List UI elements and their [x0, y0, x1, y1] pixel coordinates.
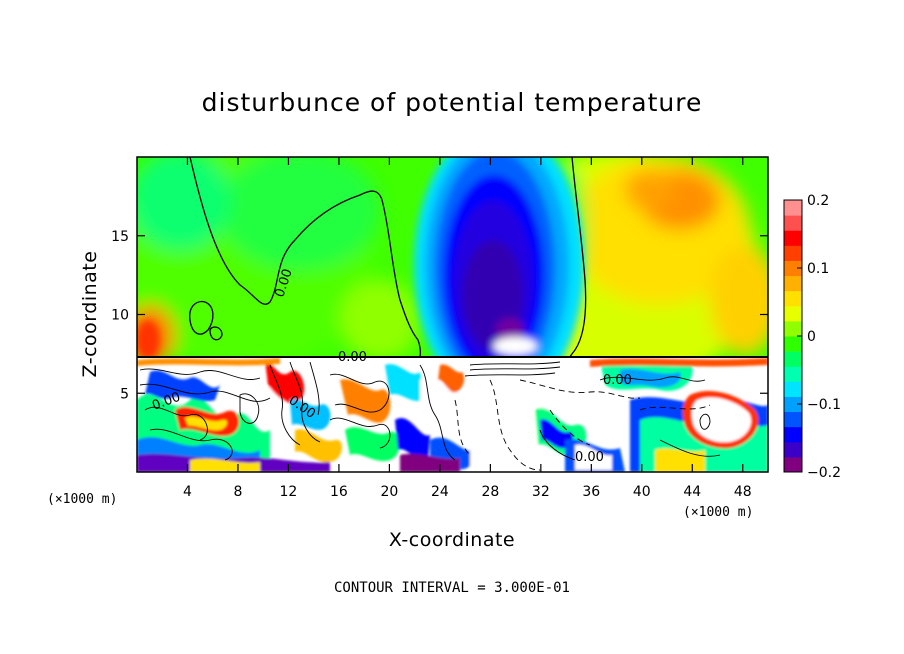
colorbar-swatch [784, 396, 802, 413]
colorbar-swatch [784, 426, 802, 443]
colorbar-tick-label: 0.1 [807, 261, 829, 277]
zero-contour-loop [189, 300, 214, 335]
x-unit-left: (×1000 m) [47, 492, 117, 507]
y-tick-label: 15 [111, 229, 129, 245]
x-tick-label: 44 [683, 484, 701, 500]
chart-title: disturbunce of potential temperature [202, 88, 703, 117]
colorbar-swatch [784, 275, 802, 292]
x-tick-label: 36 [582, 484, 600, 500]
colorbar-tick-label: 0 [807, 329, 816, 345]
x-tick-label: 12 [280, 484, 298, 500]
contour-interval-footer: CONTOUR INTERVAL = 3.000E-01 [334, 580, 570, 596]
x-axis-label: X-coordinate [389, 529, 515, 551]
colorbar-swatch [784, 215, 802, 231]
colorbar-tick-label: −0.2 [807, 465, 841, 481]
y-axis: 5 10 15 [111, 229, 768, 402]
contour-label-3: 0.00 [603, 373, 632, 388]
contour-label-4: 0.00 [575, 450, 604, 465]
zero-contour-right [569, 157, 587, 358]
x-axis: 4 8 12 16 20 24 28 32 36 40 44 48 [183, 157, 752, 500]
y-tick-label: 5 [120, 386, 129, 402]
x-tick-label: 48 [734, 484, 752, 500]
x-tick-label: 20 [380, 484, 398, 500]
y-axis-label: Z-coordinate [79, 251, 101, 378]
colorbar-swatch [784, 441, 802, 458]
colorbar-swatch [784, 366, 802, 382]
x-tick-label: 16 [330, 484, 348, 500]
colorbar-swatch [784, 230, 802, 246]
x-unit-right: (×1000 m) [683, 505, 753, 520]
x-tick-label: 40 [633, 484, 651, 500]
colorbar-tick-label: 0.2 [807, 193, 829, 209]
colorbar-swatch [784, 411, 802, 428]
colorbar-swatch [784, 351, 802, 367]
colorbar-swatch [784, 456, 802, 473]
zero-contour-left [189, 157, 422, 358]
lower-field [137, 357, 768, 472]
colorbar-swatch [784, 260, 802, 277]
x-tick-label: 4 [183, 484, 192, 500]
colorbar-swatch [784, 336, 802, 352]
colorbar-swatch [784, 381, 802, 397]
x-tick-label: 8 [233, 484, 242, 500]
colorbar-swatch [784, 305, 802, 322]
upper-field [137, 157, 768, 357]
colorbar-tick-label: −0.1 [807, 397, 841, 413]
contour-label-2: 0.00 [338, 350, 367, 365]
colorbar-swatch [784, 290, 802, 307]
colorbar-swatch [784, 245, 802, 261]
zero-contour-small [209, 326, 223, 341]
x-tick-label: 32 [532, 484, 550, 500]
x-tick-label: 28 [481, 484, 499, 500]
colorbar: −0.2 −0.1 0 0.1 0.2 [783, 193, 841, 481]
contour-lines [137, 157, 768, 471]
x-tick-label: 24 [431, 484, 449, 500]
y-tick-label: 10 [111, 308, 129, 324]
colorbar-swatch [784, 200, 802, 216]
colorbar-swatch [784, 320, 802, 337]
